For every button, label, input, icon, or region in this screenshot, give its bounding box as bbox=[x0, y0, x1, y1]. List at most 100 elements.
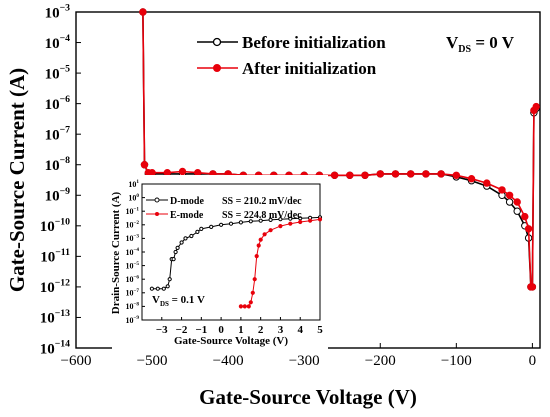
main-data-point bbox=[483, 179, 491, 187]
inset-data-point bbox=[298, 216, 303, 221]
inset-x-tick-label: 4 bbox=[297, 324, 303, 336]
main-y-axis: 10−1410−1310−1210−1110−1010−910−810−710−… bbox=[40, 3, 81, 357]
inset-data-point bbox=[228, 221, 234, 226]
inset-vds-annotation: VDS = 0.1 V bbox=[152, 294, 205, 308]
main-x-tick-label: −300 bbox=[289, 353, 320, 369]
inset-y-tick-label: 101 bbox=[128, 179, 139, 189]
inset-legend: D-mode SS = 210.2 mV/dec E-mode SS = 224… bbox=[146, 196, 302, 221]
inset-x-tick-label: 1 bbox=[238, 324, 244, 336]
inset-data-point bbox=[278, 217, 283, 222]
main-x-tick-label: −200 bbox=[365, 353, 396, 369]
legend-vds-annotation: VDS = 0 V bbox=[446, 33, 515, 55]
main-x-axis-label: Gate-Source Voltage (V) bbox=[199, 385, 417, 409]
inset-data-point bbox=[250, 290, 255, 295]
inset-data-point bbox=[258, 237, 263, 242]
main-x-axis: −600 −500 −400 −300 −200 −100 0 bbox=[61, 343, 537, 369]
main-y-tick-label: 10−9 bbox=[45, 186, 71, 205]
main-y-tick-label: 10−11 bbox=[40, 247, 70, 266]
inset-legend-label-emode: E-mode bbox=[170, 210, 204, 221]
main-y-tick-label: 10−5 bbox=[45, 64, 71, 83]
main-data-point bbox=[467, 175, 476, 183]
main-data-point bbox=[391, 170, 400, 178]
inset-data-point bbox=[238, 304, 243, 309]
legend-label-after: After initialization bbox=[242, 59, 377, 78]
main-data-point bbox=[437, 170, 445, 178]
main-data-point bbox=[139, 8, 147, 16]
main-data-point bbox=[452, 171, 460, 180]
inset-data-point bbox=[209, 224, 214, 229]
inset-y-tick-label: 10−9 bbox=[125, 315, 139, 325]
main-data-point bbox=[376, 170, 384, 178]
inset-data-point bbox=[219, 222, 224, 227]
main-y-tick-label: 10−6 bbox=[45, 94, 71, 113]
inset-data-point bbox=[248, 300, 253, 305]
main-data-point bbox=[163, 169, 172, 177]
inset-data-point bbox=[258, 218, 263, 223]
main-y-tick-label: 10−3 bbox=[45, 3, 71, 22]
inset-data-point bbox=[288, 216, 293, 221]
inset-data-point bbox=[298, 219, 303, 225]
inset-data-point bbox=[262, 232, 267, 237]
inset-x-tick-label: 2 bbox=[258, 324, 264, 336]
main-data-point bbox=[505, 198, 514, 206]
inset-data-point bbox=[165, 284, 170, 289]
legend-marker-before bbox=[212, 37, 222, 47]
main-x-tick-label: −500 bbox=[137, 353, 168, 369]
main-data-point bbox=[148, 169, 156, 177]
inset-y-tick-label: 10−8 bbox=[125, 302, 139, 312]
main-data-point bbox=[513, 207, 521, 215]
inset-data-point bbox=[246, 304, 251, 309]
inset-x-tick-label: −1 bbox=[195, 324, 207, 336]
inset-legend-ss-emode: SS = 224.8 mV/dec bbox=[222, 210, 302, 221]
inset-data-point bbox=[268, 217, 273, 222]
inset-x-tick-label: −2 bbox=[176, 324, 188, 336]
main-y-tick-label: 10−12 bbox=[40, 277, 70, 296]
main-y-tick-label: 10−7 bbox=[45, 125, 71, 144]
inset-data-point bbox=[242, 304, 247, 309]
main-data-point bbox=[330, 171, 339, 180]
inset-legend-marker-emode bbox=[155, 212, 159, 216]
inset-y-tick-label: 10−4 bbox=[125, 247, 139, 257]
main-data-point bbox=[532, 102, 540, 111]
inset-data-point bbox=[254, 254, 259, 259]
legend-label-before: Before initialization bbox=[242, 33, 386, 52]
main-data-point bbox=[505, 191, 514, 200]
inset-legend-label-dmode: D-mode bbox=[170, 196, 204, 207]
main-y-tick-label: 10−10 bbox=[40, 216, 70, 235]
main-y-tick-label: 10−13 bbox=[40, 308, 70, 327]
inset-data-point bbox=[248, 219, 253, 224]
inset-data-point bbox=[183, 236, 188, 241]
main-data-point bbox=[521, 212, 529, 221]
inset-y-axis: 10−9 10−8 10−7 10−6 10−5 10−4 10−3 10−2 10−1 100 1… bbox=[125, 179, 145, 325]
inset-data-point bbox=[173, 249, 178, 255]
main-y-tick-label: 10−8 bbox=[45, 155, 71, 174]
inset-y-tick-label: 10−2 bbox=[125, 220, 139, 230]
main-data-point bbox=[346, 171, 354, 180]
main-x-tick-label: 0 bbox=[529, 353, 537, 369]
main-data-point bbox=[194, 169, 202, 177]
inset-series-line-1 bbox=[240, 218, 321, 307]
main-data-point bbox=[407, 170, 415, 178]
inset-data-point bbox=[238, 220, 243, 225]
inset-data-point bbox=[195, 229, 200, 234]
main-data-point bbox=[178, 167, 187, 176]
inset-data-point bbox=[161, 286, 166, 291]
inset-data-point bbox=[175, 245, 180, 250]
inset-chart: 10−910−810−710−610−510−410−310−210−11001… bbox=[110, 175, 328, 353]
main-y-tick-label: 10−4 bbox=[45, 33, 71, 52]
inset-x-axis: −3 −2 −1 0 1 2 3 4 5 bbox=[156, 317, 323, 336]
inset-y-tick-label: 10−5 bbox=[125, 261, 139, 271]
inset-x-tick-label: 0 bbox=[218, 324, 224, 336]
inset-data-point bbox=[149, 286, 154, 291]
inset-data-point bbox=[171, 257, 176, 262]
main-x-tick-label: −100 bbox=[441, 353, 472, 369]
inset-legend-marker-dmode bbox=[154, 197, 160, 203]
main-data-point bbox=[524, 225, 533, 233]
main-data-point bbox=[361, 171, 369, 180]
inset-y-tick-label: 10−7 bbox=[125, 288, 139, 298]
inset-data-point bbox=[179, 240, 184, 245]
inset-y-tick-label: 10−1 bbox=[125, 206, 139, 216]
inset-x-tick-label: −3 bbox=[156, 324, 168, 336]
inset-data-point bbox=[199, 226, 204, 231]
